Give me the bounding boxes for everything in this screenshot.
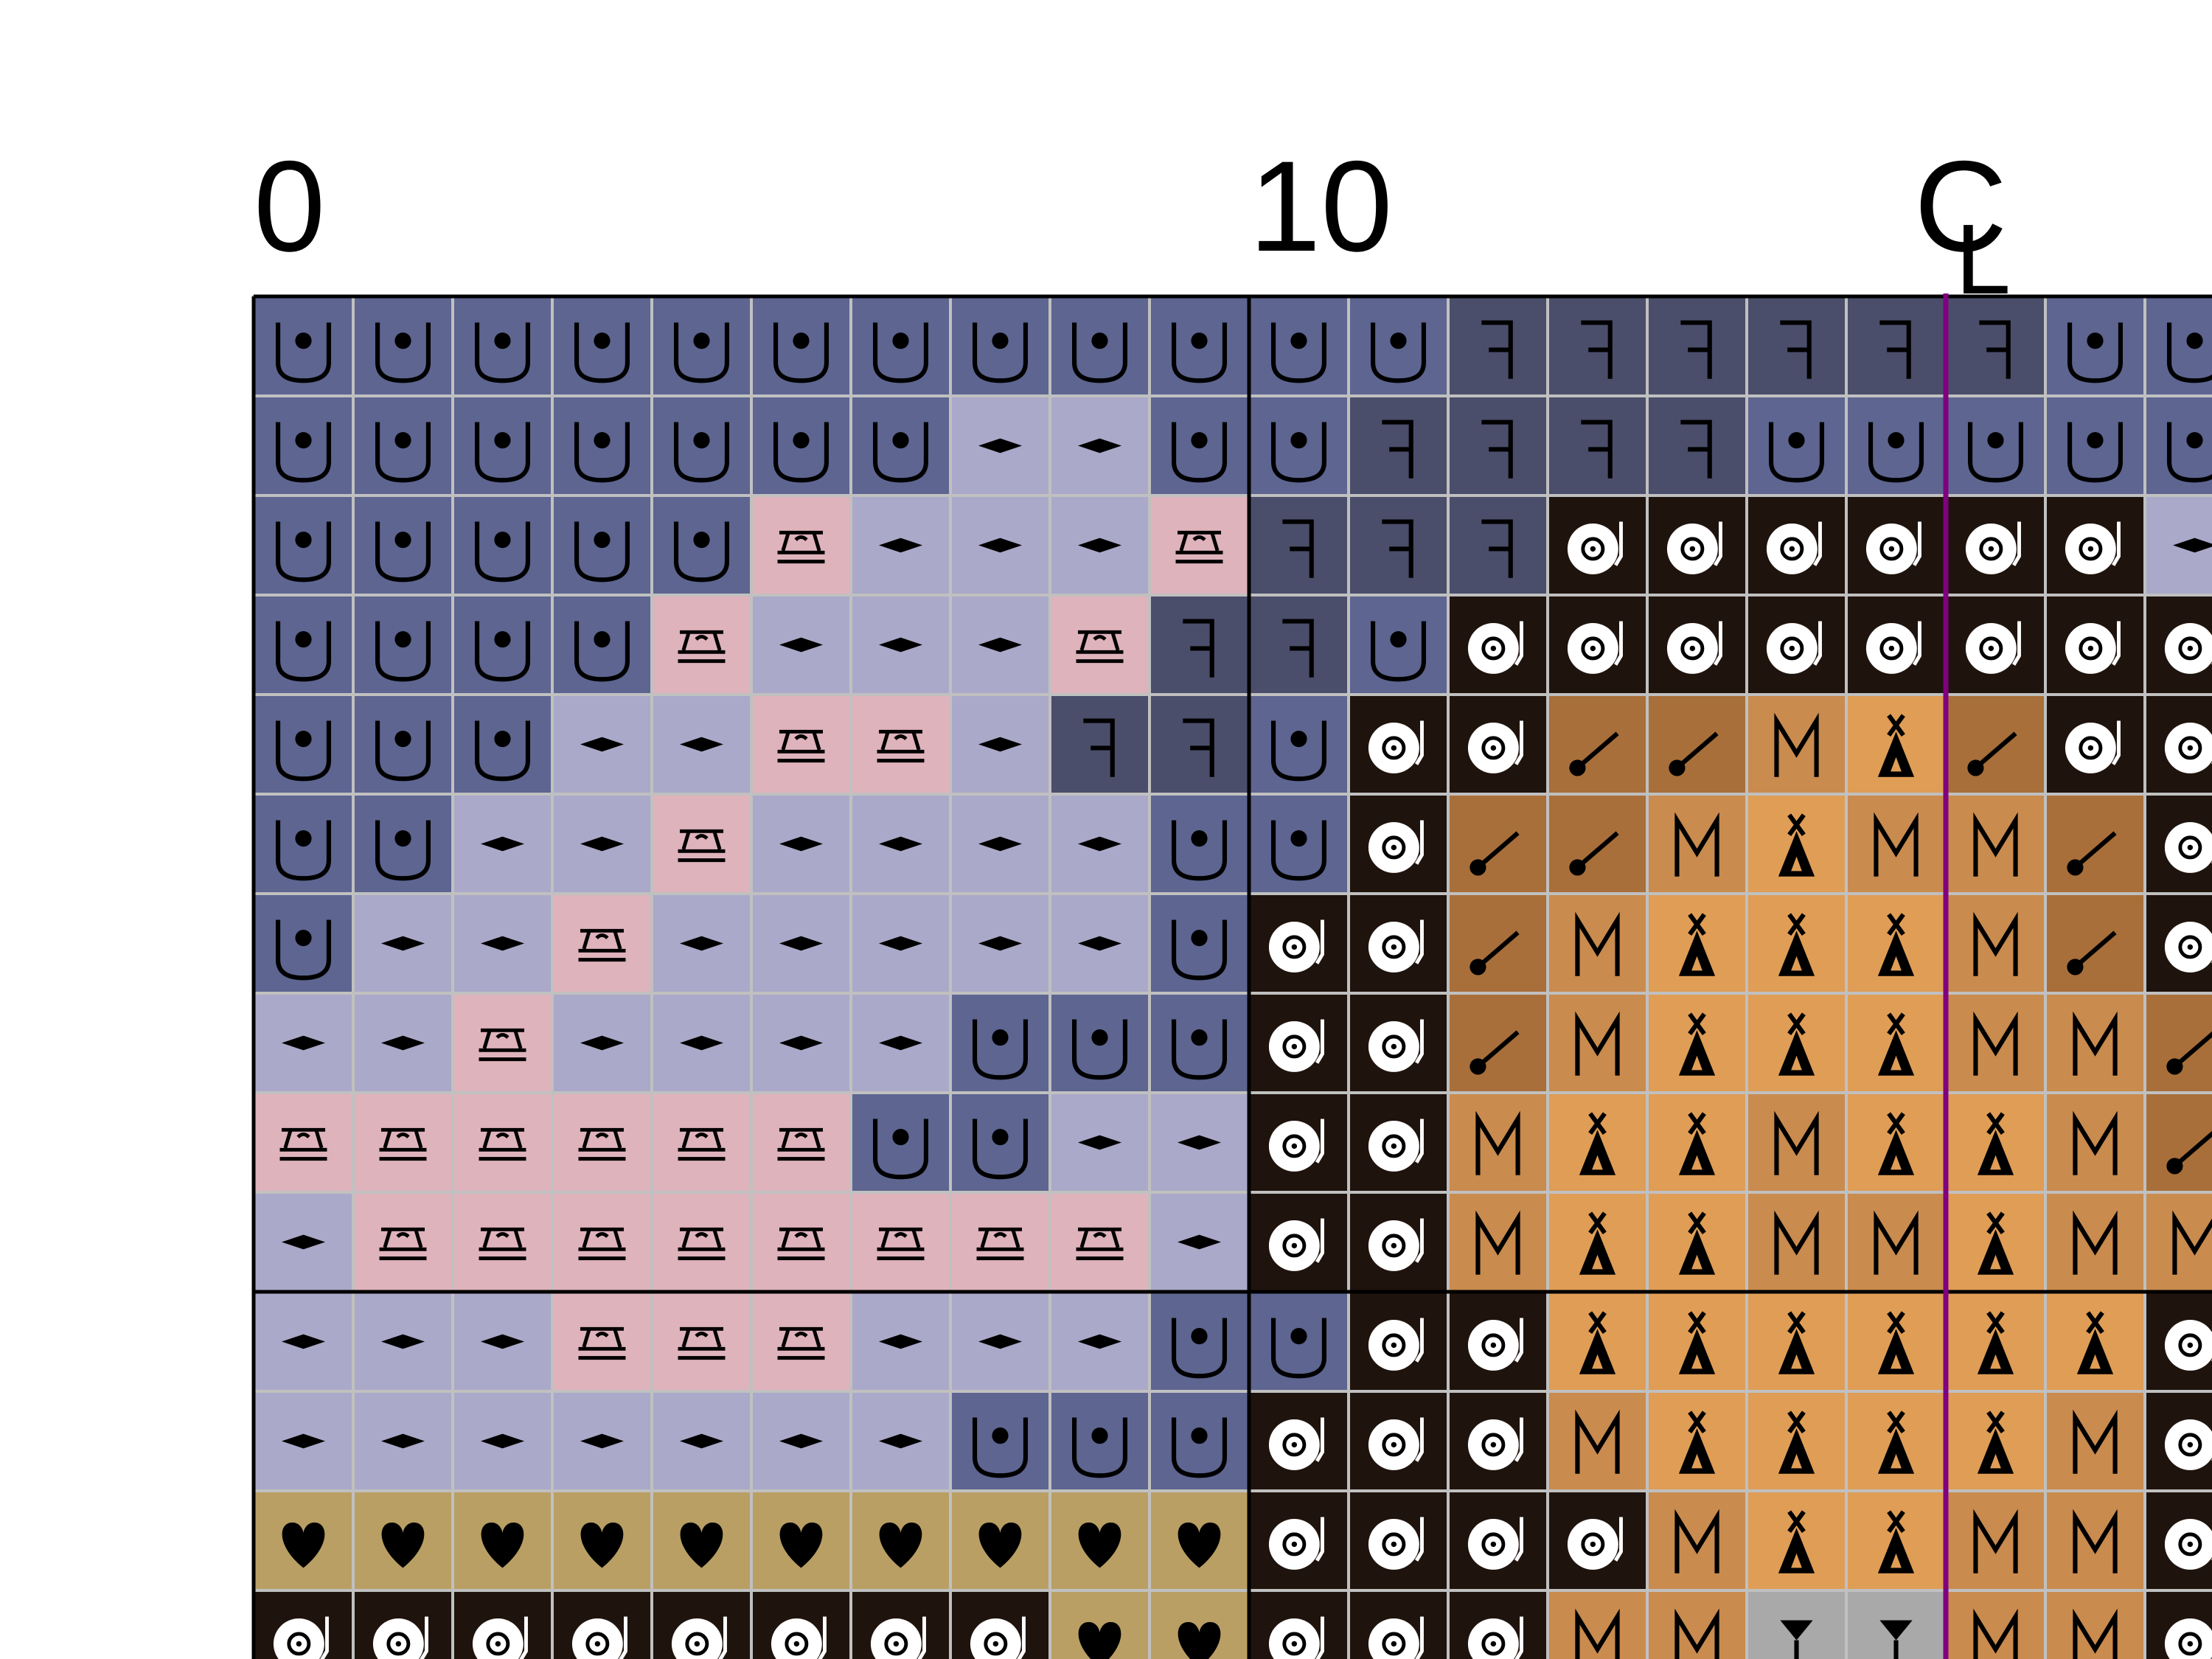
stitch-cell [1944, 892, 2047, 995]
stitch-cell [1646, 295, 1748, 397]
stitch-cell [1447, 394, 1549, 497]
column-label: 0 [254, 135, 325, 279]
stitch-cell [1347, 494, 1450, 597]
stitch-cell [451, 793, 554, 895]
stitch-cell [1148, 494, 1251, 597]
stitch-cell [1745, 1191, 1848, 1293]
stitch-cell [2044, 1390, 2146, 1492]
stitch-cell [1944, 1489, 2047, 1592]
stitch-cell [2044, 793, 2146, 895]
stitch-cell [1048, 594, 1151, 696]
stitch-cell [750, 1091, 852, 1194]
stitch-cell [1944, 793, 2047, 895]
stitch-cell [352, 1091, 454, 1194]
stitch-cell [1148, 693, 1251, 796]
stitch-cell [1546, 1390, 1649, 1492]
stitch-cell [750, 1191, 852, 1293]
stitch-cell [1646, 793, 1748, 895]
stitch-cell [551, 1091, 653, 1194]
stitch-cell [1546, 693, 1649, 796]
stitch-cell [1546, 295, 1649, 397]
stitch-cell [1546, 793, 1649, 895]
stitch-cell [1546, 394, 1649, 497]
stitch-cell [1745, 1091, 1848, 1194]
stitch-cell [650, 1290, 753, 1393]
stitch-cell [1546, 892, 1649, 995]
stitch-cell [1944, 693, 2047, 796]
stitch-cell [1447, 693, 1549, 796]
stitch-cell [551, 1290, 653, 1393]
stitch-cell [551, 1191, 653, 1293]
stitch-cell [1745, 295, 1848, 397]
stitch-cell [1347, 892, 1450, 995]
stitch-cell [1248, 494, 1350, 597]
stitch-cell [1447, 295, 1549, 397]
stitch-cell [1248, 594, 1350, 696]
stitch-cell [2044, 892, 2146, 995]
stitch-cell [1546, 992, 1649, 1094]
stitch-cell [1447, 992, 1549, 1094]
stitch-cell [750, 1290, 852, 1393]
stitch-cell [1447, 1191, 1549, 1293]
column-label: 10 [1249, 135, 1393, 279]
center-mark: C [1914, 135, 2007, 279]
stitch-cell [1845, 295, 1947, 397]
stitch-cell [1447, 494, 1549, 597]
stitch-cell [849, 1191, 952, 1293]
stitch-cell [451, 992, 554, 1094]
stitch-cell [849, 693, 952, 796]
stitch-cell [1447, 892, 1549, 995]
stitch-cell [1048, 1191, 1151, 1293]
stitch-cell [750, 693, 852, 796]
stitch-cell [451, 1091, 554, 1194]
stitch-cell [451, 1191, 554, 1293]
stitch-cell [1646, 693, 1748, 796]
stitch-grid [252, 295, 2212, 1659]
stitch-cell [2044, 1091, 2146, 1194]
stitch-cell [1447, 1091, 1549, 1194]
stitch-cell [252, 1091, 355, 1194]
stitch-cell [2044, 1191, 2146, 1293]
stitch-cell [1646, 394, 1748, 497]
stitch-cell [1148, 594, 1251, 696]
stitch-cell [1845, 793, 1947, 895]
stitch-cell [1745, 693, 1848, 796]
stitch-cell [1347, 394, 1450, 497]
stitch-cell [650, 793, 753, 895]
stitch-cell [650, 1091, 753, 1194]
stitch-cell [2044, 992, 2146, 1094]
stitch-cell [1944, 992, 2047, 1094]
stitch-cell [1447, 793, 1549, 895]
stitch-cell [352, 1191, 454, 1293]
stitch-cell [551, 892, 653, 995]
stitch-cell [750, 494, 852, 597]
stitch-cell [949, 1191, 1051, 1293]
stitch-cell [1646, 1489, 1748, 1592]
stitch-cell [1845, 1191, 1947, 1293]
stitch-cell [1048, 693, 1151, 796]
stitch-cell [650, 1191, 753, 1293]
stitch-cell [2044, 1489, 2146, 1592]
stitch-cell [1944, 295, 2047, 397]
stitch-cell [650, 594, 753, 696]
